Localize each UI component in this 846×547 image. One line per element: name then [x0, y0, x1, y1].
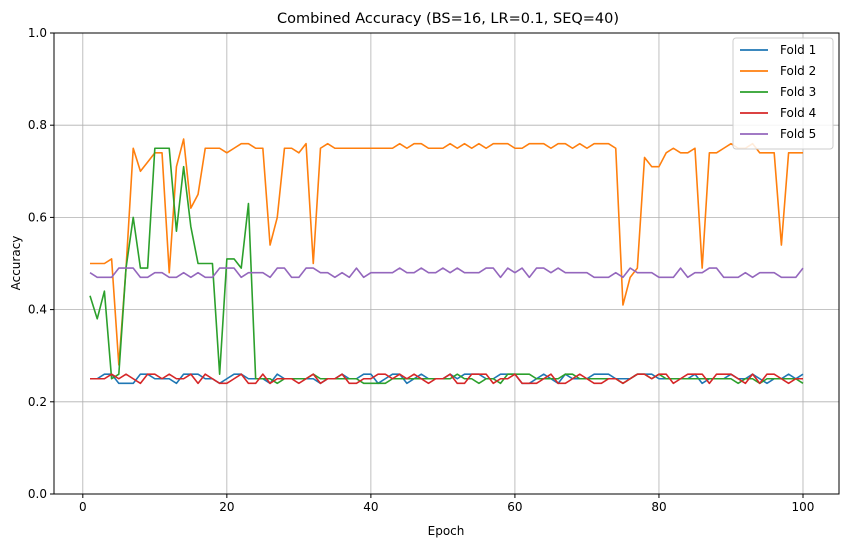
- plot-area-frame: [53, 32, 840, 495]
- x-axis-ticks: 0 20 40 60 80 100: [79, 494, 814, 514]
- legend: Fold 1 Fold 2 Fold 3 Fold 4 Fold 5: [732, 37, 834, 150]
- y-tick-label: 0.0: [28, 487, 47, 501]
- fold-4-line: [90, 373, 803, 385]
- y-tick-label: 1.0: [28, 26, 47, 40]
- fold-1-legend-label: Fold 1: [780, 43, 816, 57]
- x-tick-label: 40: [363, 500, 378, 514]
- x-tick-label: 100: [792, 500, 815, 514]
- chart-title: Combined Accuracy (BS=16, LR=0.1, SEQ=40…: [277, 11, 619, 27]
- fold-4-legend-label: Fold 4: [780, 106, 816, 120]
- fold-5-legend-label: Fold 5: [780, 127, 816, 141]
- y-tick-label: 0.8: [28, 118, 47, 132]
- fold-3-legend-label: Fold 3: [780, 85, 816, 99]
- y-axis-ticks: 0.0 0.2 0.4 0.6 0.8 1.0: [28, 26, 54, 501]
- x-axis-label: Epoch: [428, 524, 465, 538]
- x-tick-label: 60: [507, 500, 522, 514]
- y-axis-label: Accuracy: [9, 236, 23, 291]
- x-tick-label: 80: [651, 500, 666, 514]
- fold-5-line: [89, 267, 804, 279]
- fold-2-line: [90, 138, 803, 366]
- legend-box: [732, 37, 834, 150]
- y-tick-label: 0.2: [28, 395, 47, 409]
- fold-2-legend-label: Fold 2: [780, 64, 816, 78]
- x-tick-label: 0: [79, 500, 87, 514]
- series-lines: [89, 138, 804, 385]
- y-tick-label: 0.4: [28, 303, 47, 317]
- x-tick-label: 20: [219, 500, 234, 514]
- legend-entries: Fold 1 Fold 2 Fold 3 Fold 4 Fold 5: [740, 43, 816, 141]
- y-tick-label: 0.6: [28, 210, 47, 224]
- fold-3-line: [89, 147, 804, 385]
